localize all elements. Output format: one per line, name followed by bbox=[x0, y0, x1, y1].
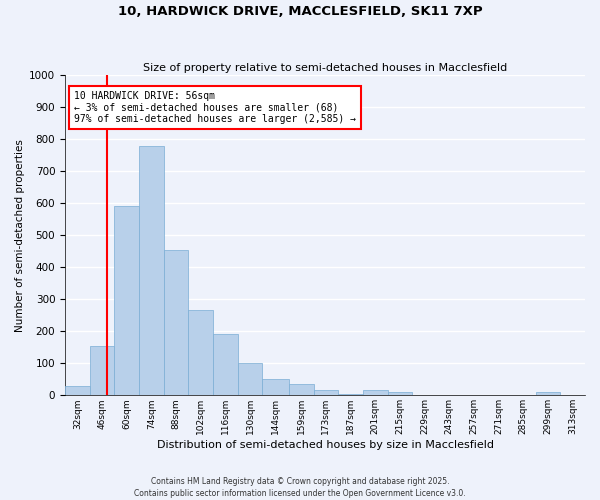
Bar bbox=[238, 364, 262, 396]
Title: Size of property relative to semi-detached houses in Macclesfield: Size of property relative to semi-detach… bbox=[143, 63, 507, 73]
Bar bbox=[388, 392, 412, 396]
Bar bbox=[314, 390, 338, 396]
Bar bbox=[363, 390, 388, 396]
Bar bbox=[213, 334, 238, 396]
Bar bbox=[139, 146, 164, 396]
Bar bbox=[262, 380, 289, 396]
Bar bbox=[289, 384, 314, 396]
Bar bbox=[65, 386, 89, 396]
Text: Contains HM Land Registry data © Crown copyright and database right 2025.
Contai: Contains HM Land Registry data © Crown c… bbox=[134, 476, 466, 498]
Text: 10, HARDWICK DRIVE, MACCLESFIELD, SK11 7XP: 10, HARDWICK DRIVE, MACCLESFIELD, SK11 7… bbox=[118, 5, 482, 18]
Bar bbox=[338, 394, 363, 396]
Bar bbox=[115, 206, 139, 396]
Bar bbox=[536, 392, 560, 396]
X-axis label: Distribution of semi-detached houses by size in Macclesfield: Distribution of semi-detached houses by … bbox=[157, 440, 494, 450]
Text: 10 HARDWICK DRIVE: 56sqm
← 3% of semi-detached houses are smaller (68)
97% of se: 10 HARDWICK DRIVE: 56sqm ← 3% of semi-de… bbox=[74, 91, 356, 124]
Bar bbox=[164, 250, 188, 396]
Bar bbox=[89, 346, 115, 396]
Bar bbox=[188, 310, 213, 396]
Y-axis label: Number of semi-detached properties: Number of semi-detached properties bbox=[15, 139, 25, 332]
